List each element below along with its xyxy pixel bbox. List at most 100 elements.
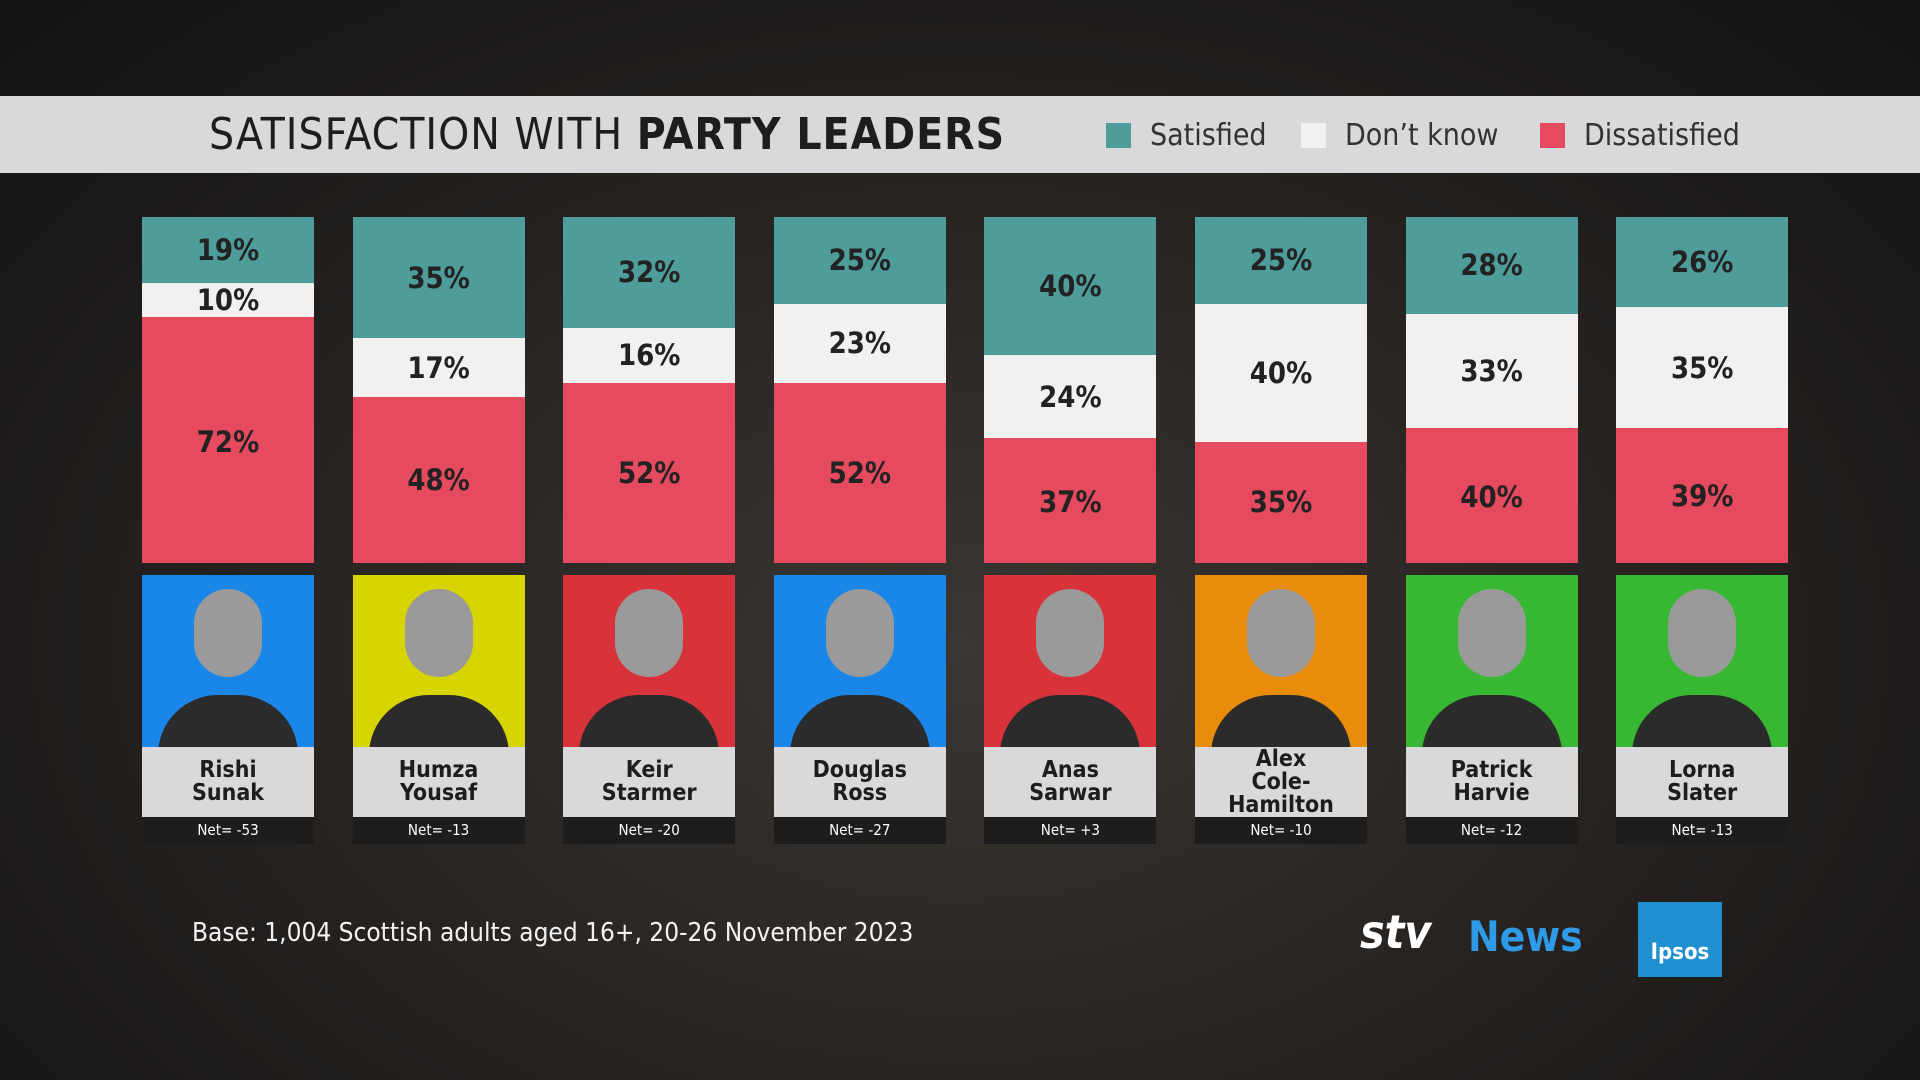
category-label: Humza Yousaf (352, 747, 525, 817)
bar-column: 25% 40% 35% (1195, 217, 1367, 563)
legend-swatch (1106, 123, 1131, 148)
net-label: Net= -13 (352, 817, 525, 844)
bar-column: 32% 16% 52% (563, 217, 736, 563)
bar-column: 35% 17% 48% (352, 217, 525, 563)
value-label: 37% (1039, 485, 1102, 520)
photo-head (1457, 589, 1526, 677)
value-label: 35% (407, 260, 470, 295)
category-label: Keir Starmer (563, 747, 736, 817)
footnote: Base: 1,004 Scottish adults aged 16+, 20… (192, 918, 914, 948)
bar-segment (984, 438, 1157, 563)
net-label: Net= -10 (1195, 817, 1367, 844)
chart-title: SATISFACTION WITH PARTY LEADERS (209, 96, 1005, 173)
photo (773, 575, 946, 747)
photo-head (825, 589, 894, 677)
logo-news: News (1468, 912, 1583, 961)
photo (1195, 575, 1367, 747)
photo-head (1668, 589, 1737, 677)
photo-shoulders (1421, 695, 1562, 747)
photo-shoulders (1000, 695, 1141, 747)
bar-column: 28% 33% 40% (1405, 217, 1578, 563)
value-label: 40% (1039, 269, 1102, 304)
category-label: Rishi Sunak (142, 747, 314, 817)
photo-shoulders (368, 695, 509, 747)
header-band (0, 96, 1920, 173)
value-label: 17% (407, 350, 470, 385)
net-label: Net= -27 (773, 817, 946, 844)
value-label: 39% (1670, 478, 1734, 513)
bar-segment (563, 383, 736, 563)
logo-ipsos-box: Ipsos (1638, 902, 1722, 977)
value-label: 26% (1670, 244, 1734, 279)
bar-segment (773, 217, 946, 304)
category-label: Douglas Ross (773, 747, 946, 817)
bar-segment (1195, 441, 1367, 563)
photo-head (1247, 589, 1315, 677)
photo-head (1036, 589, 1105, 677)
value-label: 24% (1039, 379, 1102, 414)
bar-segment (1405, 313, 1578, 429)
value-label: 33% (1460, 353, 1523, 388)
bar-segment (142, 217, 314, 283)
net-label: Net= -13 (1616, 817, 1789, 844)
photo (142, 575, 314, 747)
bar-segment (1195, 217, 1367, 304)
logo-stv: stv (1360, 905, 1432, 959)
bar-segment (773, 383, 946, 563)
value-label: 52% (617, 456, 681, 491)
bar-segment (142, 282, 314, 318)
bar-segment (352, 396, 525, 563)
bar-column: 40% 24% 37% (984, 217, 1157, 563)
value-label: 25% (828, 243, 892, 278)
photo-shoulders (789, 695, 930, 747)
category-label: Lorna Slater (1616, 747, 1789, 817)
bar-column: 19% 10% 72% (142, 217, 314, 563)
net-label: Net= -12 (1405, 817, 1578, 844)
photo (1405, 575, 1578, 747)
value-label: 32% (617, 255, 681, 290)
value-label: 10% (196, 283, 260, 318)
legend-swatch (1301, 123, 1326, 148)
bar-segment (773, 303, 946, 384)
bar-segment (1405, 217, 1578, 314)
photo-shoulders (1211, 695, 1351, 747)
bar-segment (1616, 306, 1789, 429)
photo-shoulders (579, 695, 720, 747)
value-label: 19% (196, 232, 260, 267)
bar-segment (352, 217, 525, 339)
bar-segment (984, 217, 1157, 356)
title-plain: SATISFACTION WITH (209, 109, 624, 160)
value-label: 40% (1249, 355, 1313, 390)
legend-label: Satisfied (1150, 118, 1267, 153)
category-label: Anas Sarwar (984, 747, 1157, 817)
bar-column: 26% 35% 39% (1616, 217, 1789, 563)
value-label: 35% (1670, 350, 1734, 385)
value-label: 25% (1249, 243, 1313, 278)
value-label: 28% (1460, 248, 1523, 283)
photo (563, 575, 736, 747)
net-label: Net= -20 (563, 817, 736, 844)
photo (1616, 575, 1789, 747)
photo (984, 575, 1157, 747)
photo-shoulders (1632, 695, 1773, 747)
photo-head (194, 589, 262, 677)
net-label: Net= -53 (142, 817, 314, 844)
value-label: 40% (1460, 480, 1523, 515)
photo (352, 575, 525, 747)
photo-head (615, 589, 684, 677)
value-label: 16% (617, 338, 681, 373)
bar-segment (1405, 428, 1578, 563)
bar-segment (563, 217, 736, 328)
bar-segment (1195, 303, 1367, 442)
logo-ipsos: Ipsos (1650, 940, 1710, 965)
value-label: 48% (407, 462, 470, 497)
bar-column: 25% 23% 52% (773, 217, 946, 563)
title-bold: PARTY LEADERS (636, 109, 1006, 160)
bar-segment (142, 317, 314, 563)
photo-head (404, 589, 473, 677)
value-label: 35% (1249, 485, 1313, 520)
value-label: 52% (828, 456, 892, 491)
category-label: Alex Cole-Hamilton (1195, 747, 1367, 817)
bar-segment (563, 327, 736, 384)
